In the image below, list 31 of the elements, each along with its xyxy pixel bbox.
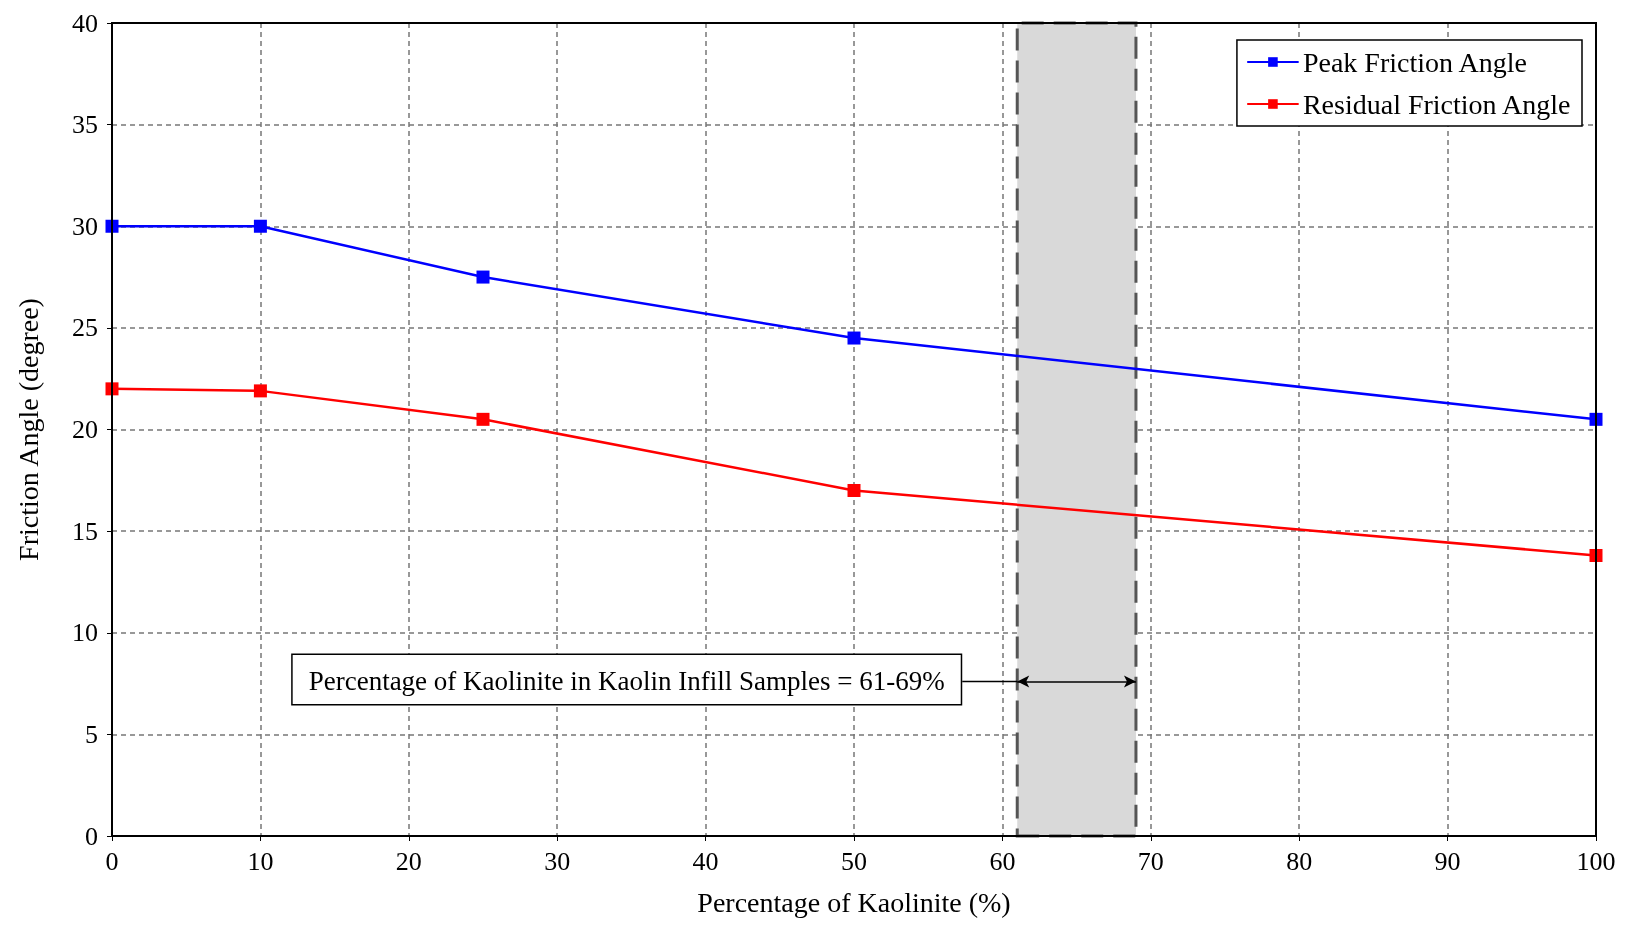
x-tick-label: 0 [105,846,119,876]
x-tick-label: 50 [841,846,867,876]
y-tick-label: 35 [72,110,98,140]
y-tick-label: 5 [85,719,98,749]
legend-label: Residual Friction Angle [1302,88,1571,120]
band-label: Percentage of Kaolinite in Kaolin Infill Samples = 61-69% [308,665,945,696]
y-axis-title: Friction Angle (degree) [12,298,44,561]
x-axis-title: Percentage of Kaolinite (%) [697,886,1011,918]
x-tick-label: 40 [692,846,719,876]
point [476,270,490,284]
x-tick-label: 100 [1576,846,1616,876]
x-tick-label: 30 [544,846,571,876]
y-tick-label: 15 [72,516,98,546]
point [253,384,267,398]
x-tick-label: 20 [395,846,422,876]
y-tick-label: 40 [72,8,98,38]
x-tick-label: 10 [247,846,274,876]
y-tick-label: 0 [85,821,98,851]
point [847,331,861,345]
x-tick-label: 70 [1137,846,1164,876]
y-tick-label: 20 [72,415,98,444]
x-tick-label: 90 [1434,846,1461,876]
x-tick-label: 60 [989,846,1016,876]
point [847,483,861,497]
y-tick-label: 10 [72,618,98,648]
point [253,219,267,233]
x-tick-label: 80 [1286,846,1313,876]
point [476,412,490,426]
y-tick-label: 25 [72,313,98,343]
y-tick-label: 30 [72,211,98,241]
legend-label: Peak Friction Angle [1302,46,1527,78]
